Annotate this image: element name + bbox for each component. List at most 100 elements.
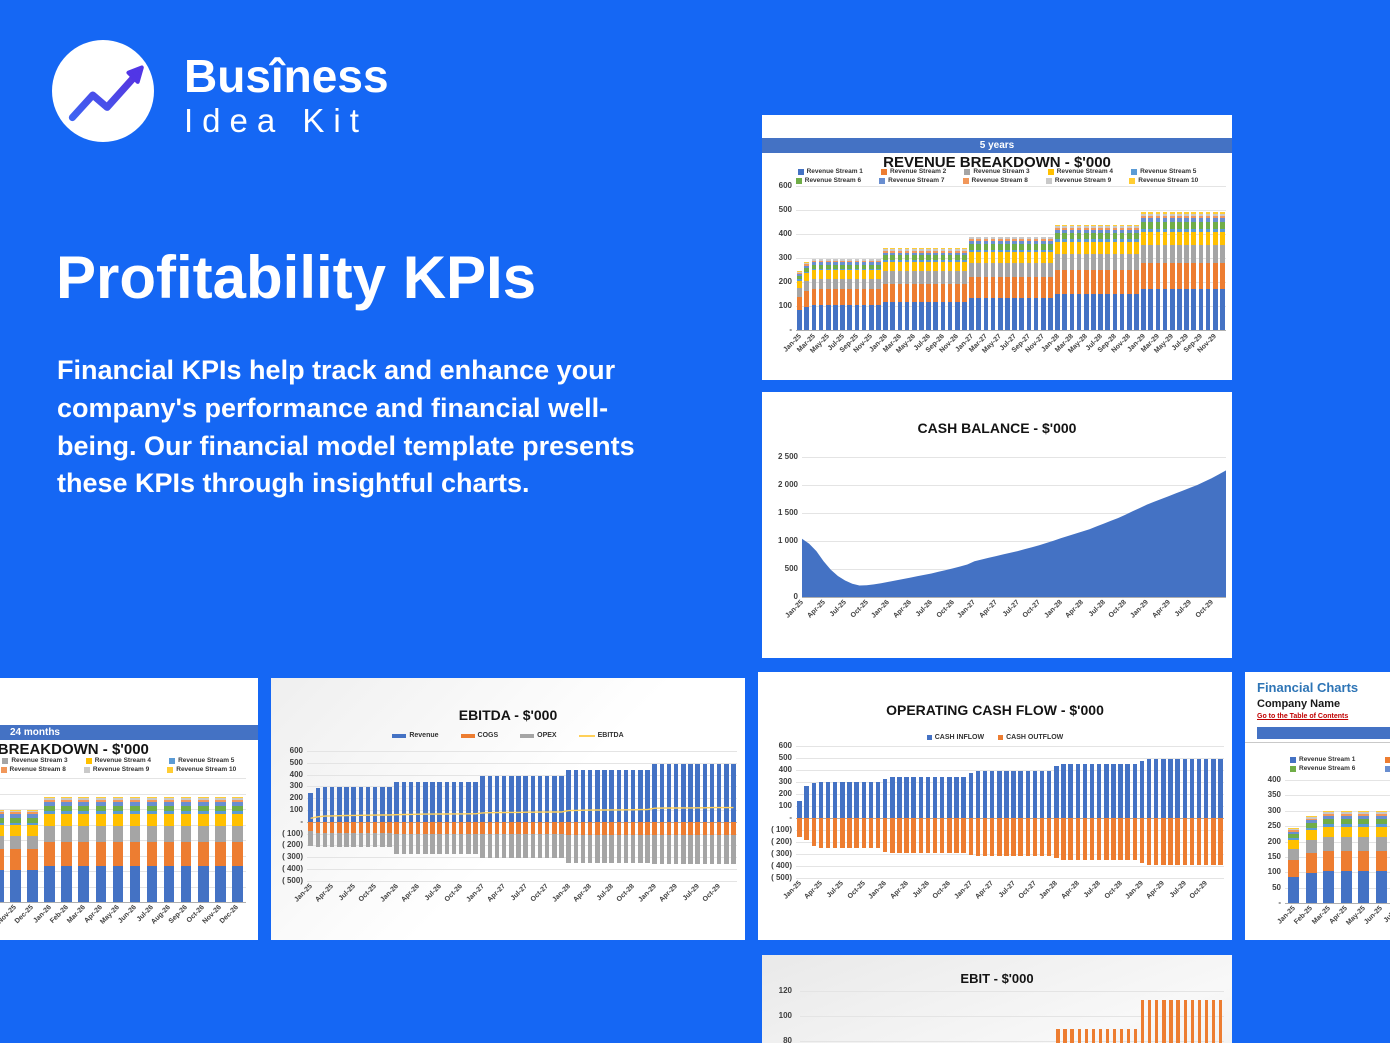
company-name: Company Name [1257,698,1341,710]
bar-segment [933,261,939,272]
bar-segment [0,812,4,815]
legend-swatch [2,757,9,764]
negative-bar [587,821,593,864]
bar-segment [1375,850,1387,872]
bar-segment [1340,850,1352,872]
bar-segment [198,841,209,866]
bar-segment [215,826,226,842]
bar-segment [1212,215,1218,219]
bar-segment [897,271,903,284]
bar-segment [1148,231,1154,246]
bar-segment [1062,225,1068,228]
bar-segment [146,801,158,806]
bar-segment [1212,231,1218,246]
bar-segment [1112,229,1118,234]
stacked-bar [890,248,896,330]
bar-segment [1091,227,1096,230]
bar-segment [1005,244,1010,250]
bar-segment [180,811,192,815]
bar-segment [804,262,810,263]
bar-segment [129,814,141,827]
bar-segment [616,834,621,864]
bar-segment [818,268,824,271]
bar-segment [232,799,243,802]
negative-bar [954,818,959,854]
ebit-bar [1197,999,1201,1043]
legend-label: CASH INFLOW [934,734,985,741]
stacked-bar [1141,212,1146,330]
negative-bar [1068,818,1073,860]
bar-segment [919,271,924,284]
bar-segment [840,268,845,271]
bar-segment [180,865,192,902]
bar-segment [0,809,4,811]
negative-bar [1025,818,1031,856]
negative-bar [358,821,363,847]
bar-segment [933,301,939,330]
legend-swatch [998,735,1004,740]
bar-segment [833,259,838,261]
positive-bar [954,776,959,818]
bar-segment [976,251,982,263]
bar-segment [925,818,931,854]
bar-segment [1305,840,1317,854]
bar-segment [1220,289,1225,330]
bar-segment [1340,819,1352,825]
bar-segment [129,797,141,800]
chart-title-revenue-breakdown-5y: REVENUE BREAKDOWN - $'000 [883,154,1111,171]
bar-segment [1048,241,1053,245]
bar-segment [27,822,38,825]
chart-title-cash-balance: CASH BALANCE - $'000 [917,420,1077,436]
bar-segment [990,262,996,277]
y-axis-label: - [789,325,792,334]
table-of-contents-link[interactable]: Go to the Table of Contents [1257,713,1349,720]
plot-area: Jan-25Feb-25Mar-25Apr-25May-25Jun-25Jul-… [0,778,246,926]
bar-segment [1162,212,1168,214]
bar-segment [890,250,896,253]
bar-segment [487,834,492,858]
legend-item: Revenue Stream 8 [0,766,66,773]
bar-segment [1083,241,1089,254]
bar-segment [0,870,4,902]
bar-segment [1026,244,1032,250]
bar-segment [847,268,853,271]
y-axis-label: - [1278,898,1281,907]
bar-segment [1062,233,1068,240]
bar-segment [129,865,141,902]
bar-segment [61,805,72,812]
bar-segment [797,280,802,288]
bar-segment [962,271,967,284]
positive-bar [1075,764,1081,818]
bar-segment [95,799,107,802]
ebit-bar [1112,1028,1117,1043]
legend-label: Revenue Stream 10 [1138,177,1199,184]
legend-item: Revenue [392,732,439,739]
bar-segment [804,271,810,274]
bar-segment [1048,237,1053,240]
positive-bar [437,781,442,822]
bar-segment [1288,828,1300,830]
bar-segment [932,818,938,854]
negative-bar [968,818,974,855]
bar-segment [1184,289,1189,330]
negative-bar [544,821,550,858]
legend-item: Revenue Stream 1 [797,168,863,175]
bar-segment [112,826,124,842]
y-axis-label: ( 500) [771,873,792,882]
bar-segment [1184,245,1189,263]
bar-segment [1169,213,1175,216]
gridline [307,810,737,811]
bar-segment [337,821,342,833]
bar-segment [825,289,831,306]
stacked-bar [1358,811,1370,903]
bar-segment [1048,262,1053,277]
bar-segment [947,271,953,284]
bar-segment [1033,237,1039,240]
bar-segment [1323,811,1335,813]
bar-segment [1055,239,1060,242]
legend-label: Revenue Stream 10 [176,766,237,773]
stacked-bar [1119,224,1125,330]
y-axis-label: 400 [778,765,792,774]
